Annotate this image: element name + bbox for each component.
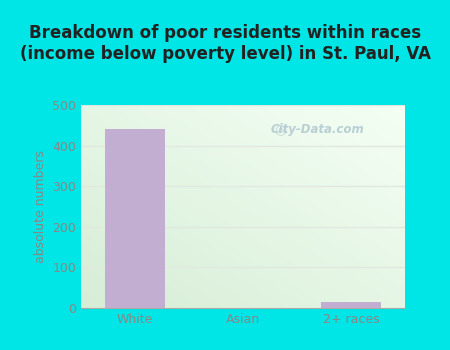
Bar bbox=[321, 302, 381, 308]
Y-axis label: absolute numbers: absolute numbers bbox=[34, 150, 47, 263]
Bar bbox=[105, 130, 165, 308]
Text: Breakdown of poor residents within races
(income below poverty level) in St. Pau: Breakdown of poor residents within races… bbox=[19, 25, 431, 63]
Text: ◎: ◎ bbox=[274, 122, 286, 136]
Text: City-Data.com: City-Data.com bbox=[270, 123, 364, 136]
